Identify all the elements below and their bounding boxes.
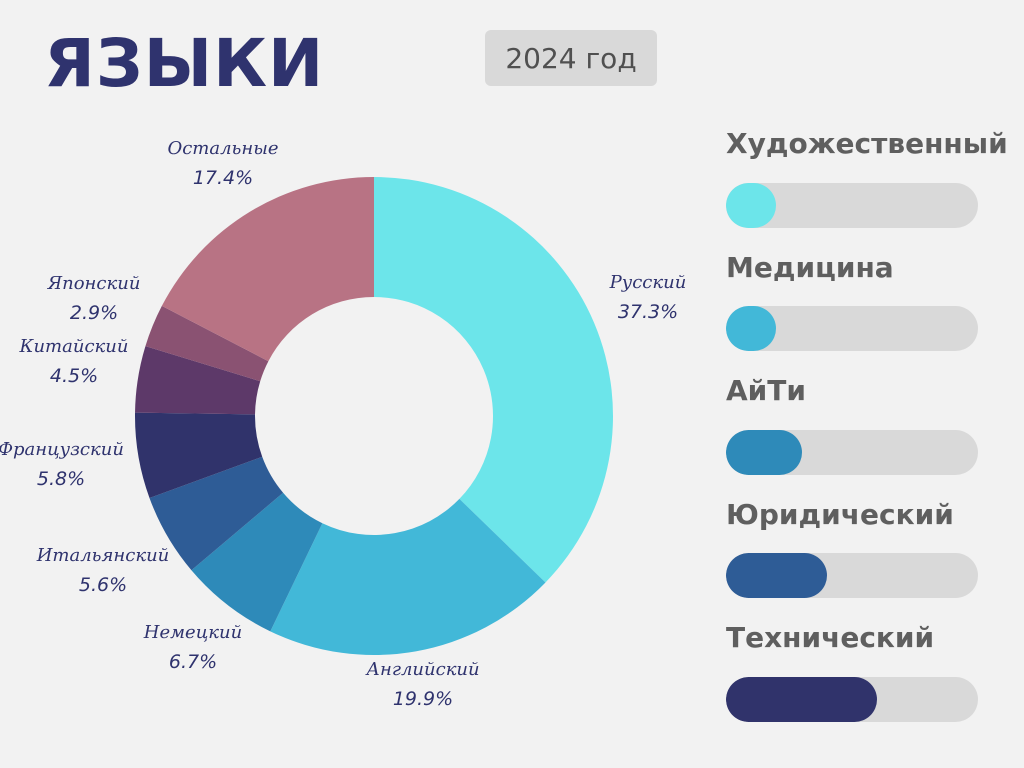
category-progress-fill [726, 306, 776, 351]
slice-label: Японский [47, 273, 141, 294]
slice-label: Немецкий [143, 622, 242, 643]
category-progress-fill [726, 553, 827, 598]
slice-label: Английский [364, 659, 479, 680]
category-label: АйТи [726, 374, 807, 407]
donut-slice [149, 456, 284, 571]
category-label: Технический [726, 621, 935, 654]
slice-label: Русский [609, 272, 687, 293]
year-badge: 2024 год [485, 30, 657, 86]
donut-slice [191, 492, 323, 632]
category-progress-track [726, 306, 978, 351]
category-progress-track [726, 430, 978, 475]
category-progress-fill [726, 183, 776, 228]
page-title: ЯЗЫКИ [44, 25, 325, 102]
slice-label: Итальянский [36, 545, 170, 566]
donut-slice [374, 177, 613, 583]
category-label: Юридический [726, 498, 954, 531]
slice-value-label: 19.9% [393, 688, 453, 710]
category-progress-fill [726, 430, 802, 475]
category-label: Художественный [726, 127, 1008, 160]
category-progress-track [726, 553, 978, 598]
slice-value-label: 5.6% [79, 574, 127, 596]
donut-slice [135, 412, 263, 498]
slice-label: Остальные [167, 138, 278, 159]
donut-slice [145, 305, 269, 382]
slice-value-label: 17.4% [193, 167, 253, 189]
slice-value-label: 2.9% [70, 302, 118, 324]
donut-slice [135, 346, 261, 415]
donut-chart-svg: Русский 37.3% Английский 19.9% Немецкий 6.7% И… [0, 138, 687, 710]
languages-donut-chart: Русский 37.3% Английский 19.9% Немецкий 6.7% И… [0, 120, 720, 768]
category-progress-fill [726, 677, 877, 722]
slice-value-label: 4.5% [50, 365, 98, 387]
category-progress-track [726, 183, 978, 228]
donut-slice [161, 177, 374, 362]
slice-label: Французский [0, 439, 124, 460]
slice-label: Китайский [19, 336, 129, 357]
slice-value-label: 6.7% [169, 651, 217, 673]
slice-value-label: 5.8% [37, 468, 85, 490]
slice-value-label: 37.3% [618, 301, 678, 323]
category-label: Медицина [726, 251, 894, 284]
donut-slice [270, 498, 546, 655]
category-progress-track [726, 677, 978, 722]
